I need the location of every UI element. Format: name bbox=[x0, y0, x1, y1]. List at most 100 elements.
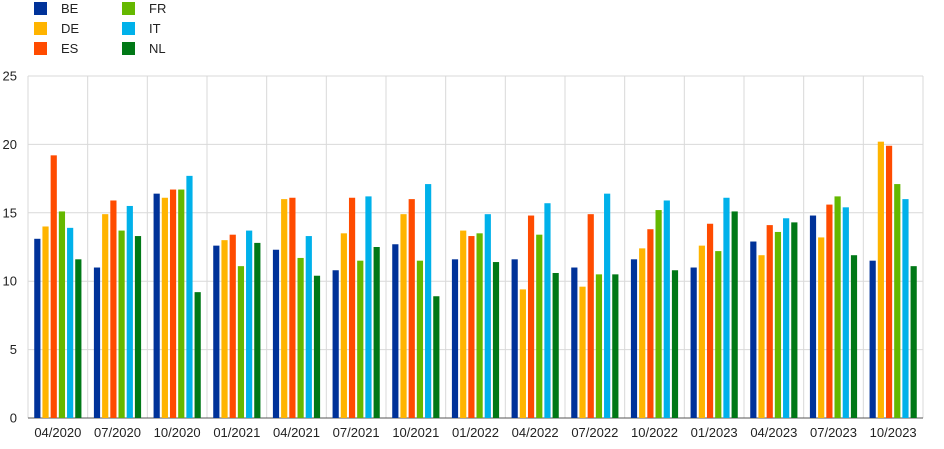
bar-nl bbox=[910, 266, 917, 418]
bar-es bbox=[110, 200, 117, 418]
bar-de bbox=[818, 237, 825, 418]
x-tick-label: 07/2020 bbox=[94, 425, 141, 440]
grid-lines bbox=[27, 75, 924, 418]
bar-de bbox=[758, 255, 765, 418]
bar-fr bbox=[774, 231, 782, 418]
bar-de bbox=[161, 197, 168, 418]
bar-it bbox=[663, 200, 670, 418]
legend-swatch bbox=[34, 21, 47, 35]
x-tick-label: 07/2021 bbox=[333, 425, 380, 440]
bar-es bbox=[706, 223, 714, 418]
legend-item-nl: NL bbox=[122, 40, 166, 56]
bar-fr bbox=[536, 234, 543, 418]
bar-be bbox=[690, 267, 697, 418]
x-tick-label: 04/2021 bbox=[273, 425, 320, 440]
bar-de bbox=[400, 214, 407, 418]
bar-it bbox=[842, 207, 849, 418]
legend-label: NL bbox=[149, 40, 166, 56]
legend-item-be: BE bbox=[34, 0, 78, 16]
bar-it bbox=[246, 230, 253, 418]
legend-item-it: IT bbox=[122, 20, 161, 36]
x-tick-label: 04/2023 bbox=[750, 425, 797, 440]
legend-label: BE bbox=[61, 0, 79, 16]
bar-es bbox=[766, 225, 773, 418]
bar-nl bbox=[731, 211, 738, 418]
bar-de bbox=[579, 286, 586, 418]
x-tick-label: 07/2023 bbox=[810, 425, 857, 440]
bar-it bbox=[902, 199, 909, 418]
y-tick-label: 15 bbox=[3, 205, 17, 220]
bar-be bbox=[272, 249, 280, 418]
legend-item-es: ES bbox=[34, 40, 78, 56]
bar-nl bbox=[75, 259, 82, 418]
bar-be bbox=[511, 259, 518, 418]
x-tick-label: 10/2020 bbox=[154, 425, 201, 440]
bar-de bbox=[221, 240, 228, 418]
bar-fr bbox=[416, 260, 424, 418]
legend-swatch bbox=[34, 41, 47, 55]
legend-item-fr: FR bbox=[122, 0, 166, 16]
bar-fr bbox=[237, 266, 245, 418]
bar-nl bbox=[612, 274, 619, 418]
legend-swatch bbox=[122, 21, 135, 35]
bar-it bbox=[604, 193, 611, 418]
bar-it bbox=[723, 197, 730, 418]
bar-de bbox=[460, 230, 467, 418]
bar-nl bbox=[850, 255, 858, 418]
tick-labels: 0 5 10 15 20 25 04/2020 07/2020 10/2020 01/2021 04… bbox=[3, 69, 917, 441]
bar-nl bbox=[373, 247, 380, 418]
bar-es bbox=[527, 215, 535, 418]
y-tick-label: 5 bbox=[10, 342, 17, 357]
bar-es bbox=[348, 197, 356, 418]
bar-de bbox=[281, 199, 288, 418]
bar-fr bbox=[118, 230, 125, 418]
y-tick-label: 10 bbox=[3, 274, 17, 289]
bar-es bbox=[587, 214, 594, 418]
legend-label: IT bbox=[149, 20, 161, 36]
bar-fr bbox=[834, 196, 841, 418]
bar-be bbox=[213, 245, 220, 418]
bar-es bbox=[408, 199, 415, 418]
bar-nl bbox=[194, 292, 201, 418]
y-tick-label: 0 bbox=[10, 411, 17, 426]
bar-de bbox=[639, 248, 646, 418]
legend-swatch bbox=[122, 41, 135, 55]
bar-nl bbox=[492, 262, 500, 418]
x-tick-label: 01/2021 bbox=[213, 425, 260, 440]
bar-es bbox=[468, 236, 475, 418]
legend-swatch bbox=[34, 1, 47, 15]
bar-it bbox=[783, 218, 790, 418]
bar-de bbox=[698, 245, 705, 418]
bar-be bbox=[630, 259, 638, 418]
bar-es bbox=[885, 145, 893, 418]
bar-it bbox=[544, 203, 551, 418]
legend-label: DE bbox=[61, 20, 80, 36]
bar-be bbox=[153, 193, 160, 418]
bar-be bbox=[451, 259, 459, 418]
x-tick-label: 04/2022 bbox=[512, 425, 559, 440]
bar-nl bbox=[313, 275, 321, 418]
bar-nl bbox=[134, 236, 142, 418]
bar-nl bbox=[671, 270, 679, 418]
bar-de bbox=[102, 214, 109, 418]
bar-de bbox=[519, 289, 526, 418]
bar-fr bbox=[357, 260, 364, 418]
bar-be bbox=[332, 270, 339, 418]
bar-fr bbox=[297, 257, 304, 418]
bar-it bbox=[186, 175, 193, 418]
x-tick-label: 01/2022 bbox=[452, 425, 499, 440]
bar-fr bbox=[595, 274, 603, 418]
legend-label: ES bbox=[61, 40, 79, 56]
x-tick-label: 10/2021 bbox=[392, 425, 439, 440]
legend-label: FR bbox=[149, 0, 167, 16]
bar-es bbox=[826, 204, 833, 418]
bars bbox=[34, 141, 917, 418]
bar-nl bbox=[552, 272, 559, 418]
bar-de bbox=[340, 233, 347, 418]
bar-fr bbox=[715, 251, 722, 418]
bar-de bbox=[877, 141, 884, 418]
bar-es bbox=[229, 234, 236, 418]
bar-be bbox=[750, 241, 757, 418]
bar-nl bbox=[254, 242, 261, 418]
